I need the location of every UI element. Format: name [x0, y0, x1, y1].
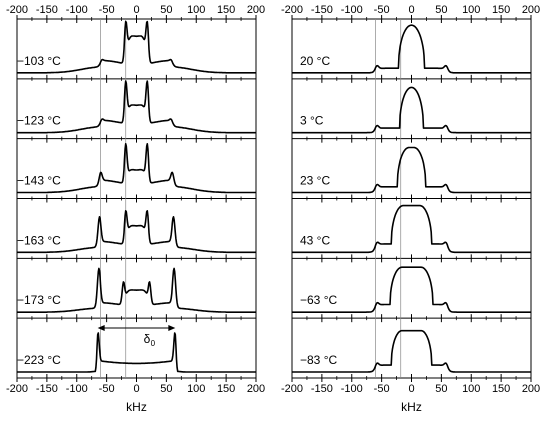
x-tick-label-top: 150	[492, 4, 510, 16]
x-tick-label-top: 0	[408, 4, 414, 16]
spectrum-line	[291, 266, 532, 313]
series-label: −103 °C	[17, 54, 61, 68]
x-tick-label-top: -100	[341, 4, 363, 16]
x-tick-label: -150	[311, 383, 333, 395]
x-tick-label: -50	[374, 383, 390, 395]
x-tick-label: -200	[6, 383, 28, 395]
x-tick-label: 100	[187, 383, 205, 395]
series-label: 23 °C	[300, 174, 330, 188]
series-label: −163 °C	[17, 233, 61, 247]
x-tick-label: -100	[341, 383, 363, 395]
series-label: −173 °C	[17, 293, 61, 307]
x-tick-label: 200	[522, 383, 540, 395]
x-tick-label: 100	[462, 383, 480, 395]
x-tick-label-top: -150	[311, 4, 333, 16]
series-label: −63 °C	[300, 293, 337, 307]
spectrum-line	[16, 80, 257, 134]
x-tick-label: 200	[247, 383, 265, 395]
spectrum-line	[291, 146, 532, 194]
x-tick-label-top: 50	[160, 4, 172, 16]
annotation-arrowhead-right	[168, 324, 176, 331]
x-tick-label-top: 150	[217, 4, 235, 16]
x-tick-label: 150	[492, 383, 510, 395]
x-tick-label-top: 200	[247, 4, 265, 16]
series-label: −83 °C	[300, 353, 337, 367]
panel-1: -200 -200 -150 -150 -100 -100 -50 -50 0 0 50 50 100 1…	[6, 4, 265, 414]
x-tick-label: -150	[36, 383, 58, 395]
series-label: −143 °C	[17, 174, 61, 188]
x-tick-label-top: -200	[6, 4, 28, 16]
spectrum-line	[291, 86, 532, 134]
x-tick-label-top: 50	[435, 4, 447, 16]
spectrum-line	[16, 143, 257, 194]
series-label: 3 °C	[300, 114, 324, 128]
x-tick-label-top: 100	[462, 4, 480, 16]
series-label: −123 °C	[17, 114, 61, 128]
series-label: 43 °C	[300, 233, 330, 247]
x-tick-label: 0	[133, 383, 139, 395]
annotation-arrowhead-left	[97, 324, 105, 331]
x-tick-label-top: -100	[66, 4, 88, 16]
x-tick-label-top: -50	[99, 4, 115, 16]
panel-2: -200 -200 -150 -150 -100 -100 -50 -50 0 0 50 50 100 1…	[281, 4, 540, 414]
annotation-subscript: 0	[151, 339, 156, 348]
spectrum-line	[16, 20, 257, 74]
x-tick-label-top: 0	[133, 4, 139, 16]
x-tick-label-top: -200	[281, 4, 303, 16]
x-tick-label: 50	[160, 383, 172, 395]
series-label: −223 °C	[17, 353, 61, 367]
spectrum-line	[291, 24, 532, 74]
x-tick-label-top: 200	[522, 4, 540, 16]
spectrum-line	[291, 204, 532, 254]
x-axis-label: kHz	[126, 400, 147, 414]
series-label: 20 °C	[300, 54, 330, 68]
spectrum-line	[291, 329, 532, 373]
x-tick-label: 150	[217, 383, 235, 395]
x-tick-label: 0	[408, 383, 414, 395]
spectrum-line	[16, 332, 257, 373]
x-tick-label-top: -50	[374, 4, 390, 16]
x-tick-label: -200	[281, 383, 303, 395]
x-axis-label: kHz	[401, 400, 422, 414]
spectrum-line	[16, 267, 257, 313]
spectrum-line	[16, 210, 257, 254]
x-tick-label: 50	[435, 383, 447, 395]
x-tick-label-top: -150	[36, 4, 58, 16]
x-tick-label-top: 100	[187, 4, 205, 16]
x-tick-label: -100	[66, 383, 88, 395]
x-tick-label: -50	[99, 383, 115, 395]
annotation-label: δ	[144, 332, 151, 346]
